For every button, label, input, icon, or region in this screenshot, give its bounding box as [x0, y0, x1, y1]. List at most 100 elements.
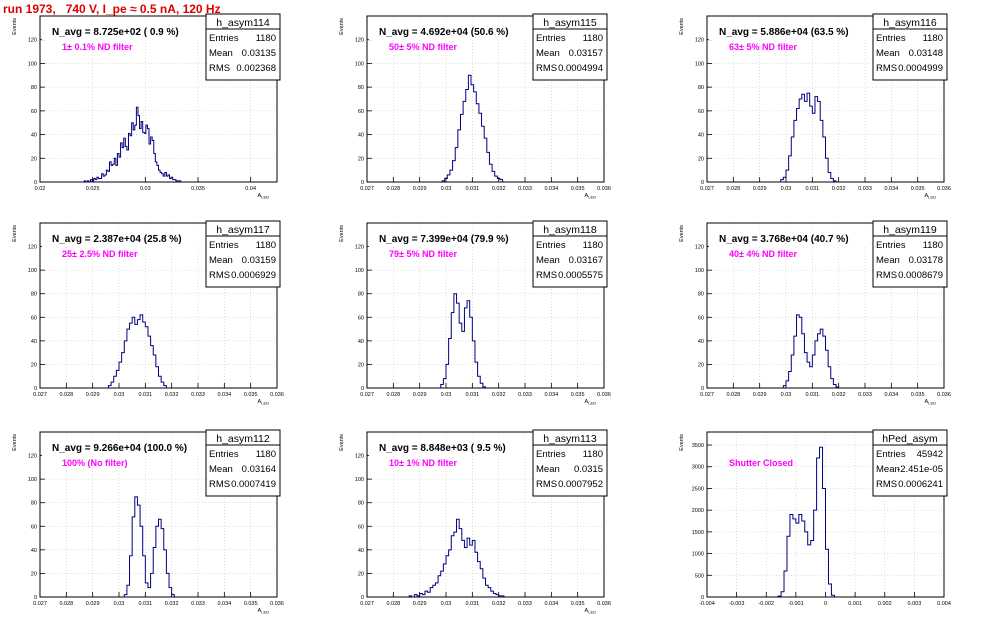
y-tick-label: 20: [698, 156, 704, 162]
x-tick-label: 0.032: [832, 392, 846, 398]
x-tick-label: 0.02: [35, 186, 46, 192]
stats-value: 0.03157: [569, 48, 603, 59]
stats-value: 1180: [256, 240, 276, 251]
navg-box: [369, 436, 546, 456]
x-tick-label: 0.033: [191, 392, 205, 398]
stats-value: 0.03167: [569, 255, 603, 266]
y-axis-label: Events: [12, 225, 18, 242]
stats-box: [205, 13, 281, 81]
y-tick-label: 120: [695, 38, 704, 44]
x-tick-label: 0.03: [441, 601, 452, 607]
stats-value: 0.0007419: [231, 479, 276, 490]
x-axis-label: ALED: [585, 399, 597, 406]
navg-box: [369, 227, 546, 247]
x-tick-label: 0.033: [518, 601, 532, 607]
x-tick-label: 0.029: [86, 392, 100, 398]
x-tick-label: 0.027: [360, 186, 374, 192]
x-tick-label: 0.032: [492, 601, 506, 607]
y-tick-label: 60: [698, 109, 704, 115]
stats-value: -2.451e-05: [897, 464, 943, 475]
y-axis-label: Events: [339, 434, 345, 451]
y-tick-label: 0: [701, 386, 704, 392]
y-tick-label: 60: [358, 109, 364, 115]
y-tick-label: 40: [698, 339, 704, 345]
x-tick-label: -0.002: [758, 601, 774, 607]
stats-value: 0.0005575: [558, 270, 603, 281]
stats-label: Entries: [209, 449, 239, 460]
stats-box: [205, 429, 281, 497]
stats-value: 1180: [583, 33, 603, 44]
stats-label: RMS: [876, 479, 897, 490]
y-axis-label: Events: [339, 18, 345, 35]
x-tick-label: 0.034: [217, 392, 231, 398]
stats-label: Entries: [209, 240, 239, 251]
y-tick-label: 40: [358, 548, 364, 554]
filter-label: 79± 5% ND filter: [389, 249, 457, 259]
x-tick-label: 0: [824, 601, 827, 607]
stats-label: RMS: [209, 270, 230, 281]
y-tick-label: 500: [695, 573, 704, 579]
stats-label: Entries: [876, 240, 906, 251]
y-axis-label: Events: [679, 18, 685, 35]
x-tick-label: 0.028: [386, 392, 400, 398]
x-tick-label: 0.028: [386, 186, 400, 192]
stats-box: [532, 220, 608, 288]
navg-text: N_avg = 9.266e+04 (100.0 %): [52, 443, 187, 454]
y-tick-label: 20: [358, 156, 364, 162]
histogram-panel-h_asym112: 0.027 0.028 0.029 0.03 0.031 0.032 0.033 0.034 0…: [12, 429, 284, 615]
x-tick-label: 0.034: [544, 392, 558, 398]
x-tick-label: 0.031: [465, 601, 479, 607]
x-axis-label: ALED: [585, 608, 597, 615]
y-tick-label: 120: [28, 245, 37, 251]
run-title: run 1973, 740 V, I_pe ≈ 0.5 nA, 120 Hz: [3, 2, 221, 16]
histogram-bars: [777, 446, 835, 597]
navg-text: N_avg = 8.725e+02 ( 0.9 %): [52, 27, 179, 38]
y-tick-label: 60: [31, 109, 37, 115]
x-tick-label: 0.03: [114, 601, 125, 607]
navg-box: [709, 227, 886, 247]
x-tick-label: 0.033: [858, 186, 872, 192]
x-tick-label: 0.035: [191, 186, 205, 192]
y-tick-label: 100: [695, 268, 704, 274]
y-tick-label: 100: [355, 61, 364, 67]
navg-box: [709, 20, 886, 40]
x-axis-label: ALED: [258, 608, 270, 615]
x-axis-label: ALED: [925, 399, 937, 406]
stats-value: 0.0006929: [231, 270, 276, 281]
x-tick-label: 0.002: [878, 601, 892, 607]
stats-label: RMS: [536, 63, 557, 74]
stats-value: 0.03148: [909, 48, 943, 59]
x-tick-label: 0.027: [360, 392, 374, 398]
y-tick-label: 40: [358, 133, 364, 139]
y-axis-label: Events: [12, 18, 18, 35]
stats-value: 0.03135: [242, 48, 276, 59]
stats-value: 0.0007952: [558, 479, 603, 490]
x-tick-label: 0.035: [911, 392, 925, 398]
x-tick-label: 0.03: [441, 392, 452, 398]
y-tick-label: 20: [358, 571, 364, 577]
plot-frame: [39, 15, 278, 183]
stats-label: Mean: [876, 48, 900, 59]
y-tick-label: 2000: [692, 508, 704, 514]
stats-value: 0.0315: [574, 464, 603, 475]
y-tick-label: 80: [698, 292, 704, 298]
stats-label: Mean: [876, 464, 900, 475]
x-tick-label: 0.034: [544, 186, 558, 192]
histogram-panel-h_asym119: 0.027 0.028 0.029 0.03 0.031 0.032 0.033 0.034 0…: [679, 220, 951, 406]
filter-label: 25± 2.5% ND filter: [62, 249, 138, 259]
x-tick-label: 0.035: [911, 186, 925, 192]
stats-value: 1180: [583, 240, 603, 251]
y-tick-label: 20: [31, 362, 37, 368]
histogram-bars: [440, 293, 486, 388]
stats-value: 0.03178: [909, 255, 943, 266]
x-axis-label: ALED: [925, 193, 937, 200]
x-tick-label: 0.003: [907, 601, 921, 607]
navg-text: N_avg = 3.768e+04 (40.7 %): [719, 234, 849, 245]
y-tick-label: 120: [695, 245, 704, 251]
x-tick-label: 0.028: [386, 601, 400, 607]
y-axis-label: Events: [679, 434, 685, 451]
x-tick-label: 0.034: [217, 601, 231, 607]
stats-label: Mean: [536, 48, 560, 59]
plot-frame: [706, 222, 945, 389]
x-tick-label: 0.031: [805, 186, 819, 192]
